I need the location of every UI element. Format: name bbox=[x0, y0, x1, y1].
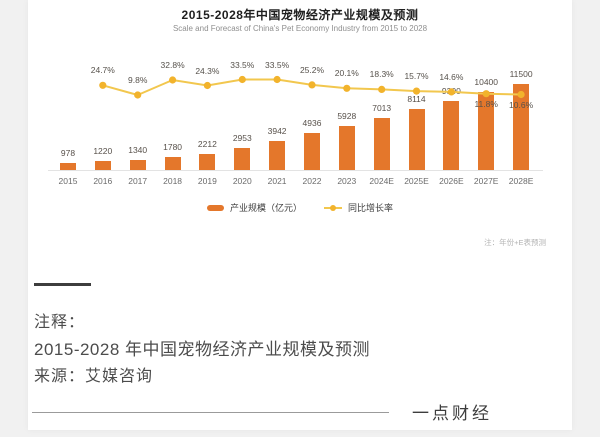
bar-value-label: 1220 bbox=[93, 145, 113, 156]
chart-plot-area: 978 2015 1220 2016 1340 2017 1780 2018 2212 2019 2… bbox=[28, 0, 572, 260]
growth-label-2028E: 10.6% bbox=[509, 99, 534, 110]
growth-label-2026E: 14.6% bbox=[439, 71, 464, 82]
growth-dot-2028E bbox=[517, 90, 525, 99]
growth-dot-2017 bbox=[134, 91, 142, 99]
caption-divider bbox=[34, 283, 91, 286]
x-axis-label-2018: 2018 bbox=[163, 176, 183, 186]
bar-swatch-icon bbox=[206, 204, 224, 211]
growth-label-2018: 32.8% bbox=[160, 60, 185, 70]
pet-economy-chart: 2015-2028年中国宠物经济产业规模及预测 Scale and Foreca… bbox=[28, 0, 572, 260]
bar-2015 bbox=[60, 162, 76, 170]
bar-value-label: 3942 bbox=[267, 125, 287, 136]
bar-2019 bbox=[199, 153, 216, 170]
x-axis-label-2023: 2023 bbox=[337, 176, 357, 186]
bar-value-label: 2953 bbox=[232, 132, 252, 143]
x-axis-label-2015: 2015 bbox=[58, 176, 78, 186]
growth-label-2019: 24.3% bbox=[195, 65, 220, 76]
x-axis-label-2021: 2021 bbox=[267, 176, 287, 186]
x-axis-label-2027E: 2027E bbox=[473, 176, 499, 186]
bar-value-label: 978 bbox=[60, 147, 76, 158]
bar-2025E bbox=[408, 109, 425, 170]
bar-2026E bbox=[443, 100, 460, 170]
chart-subtitle: Scale and Forecast of China's Pet Econom… bbox=[172, 24, 428, 33]
growth-dot-2020 bbox=[238, 75, 246, 84]
legend-label-bar: 产业规模（亿元） bbox=[229, 203, 302, 213]
x-axis-label-2025E: 2025E bbox=[404, 176, 429, 186]
bar-2018 bbox=[164, 156, 181, 170]
chart-title: 2015-2028年中国宠物经济产业规模及预测 bbox=[181, 8, 419, 22]
x-axis-label-2028E: 2028E bbox=[508, 176, 534, 186]
x-axis-label-2026E: 2026E bbox=[439, 176, 464, 186]
legend-label-line: 同比增长率 bbox=[348, 203, 394, 213]
x-axis-label-2017: 2017 bbox=[128, 176, 148, 186]
growth-label-2025E: 15.7% bbox=[404, 71, 429, 82]
bar-2027E bbox=[478, 92, 495, 170]
caption-label: 注释： bbox=[34, 314, 86, 331]
growth-dot-2022 bbox=[308, 81, 316, 89]
growth-dot-2027E bbox=[482, 90, 490, 98]
bar-value-label: 10400 bbox=[474, 77, 498, 88]
bar-value-label: 2212 bbox=[197, 138, 217, 149]
bar-value-label: 4936 bbox=[302, 118, 322, 129]
growth-dot-2026E bbox=[447, 88, 455, 96]
bar-value-label: 1340 bbox=[128, 145, 148, 155]
bar-value-label: 1780 bbox=[163, 141, 183, 152]
x-axis-label-2024E: 2024E bbox=[369, 176, 394, 186]
bar-2023 bbox=[338, 125, 355, 170]
growth-label-2020: 33.5% bbox=[230, 59, 255, 70]
bar-2028E bbox=[513, 84, 530, 170]
x-axis-label-2019: 2019 bbox=[197, 176, 217, 186]
publisher-brand: 一点财经 bbox=[412, 404, 492, 423]
bar-2021 bbox=[269, 140, 286, 170]
chart-footnote: 注：年份+E表预测 bbox=[484, 238, 546, 247]
growth-label-2016: 24.7% bbox=[90, 65, 115, 76]
growth-dot-2023 bbox=[343, 84, 351, 92]
report-card: 2015-2028年中国宠物经济产业规模及预测 Scale and Foreca… bbox=[28, 0, 572, 430]
growth-dot-2016 bbox=[99, 81, 107, 89]
bar-2020 bbox=[234, 147, 251, 170]
growth-dot-2021 bbox=[273, 75, 281, 84]
x-axis-label-2020: 2020 bbox=[232, 176, 252, 186]
chart-legend: 产业规模（亿元） 同比增长率 bbox=[28, 201, 572, 214]
bar-value-label: 8114 bbox=[407, 94, 426, 105]
x-axis-label-2022: 2022 bbox=[302, 176, 322, 186]
bar-2024E bbox=[373, 117, 390, 170]
bar-2017 bbox=[129, 160, 146, 170]
caption-source: 来源：艾媒咨询 bbox=[34, 368, 154, 385]
legend-item-bar: 产业规模（亿元） bbox=[206, 201, 302, 214]
bar-value-label: 7013 bbox=[372, 102, 392, 113]
line-dot-icon bbox=[330, 204, 336, 211]
caption-title: 2015-2028 年中国宠物经济产业规模及预测 bbox=[34, 340, 371, 359]
growth-dot-2024E bbox=[378, 85, 386, 93]
x-axis-line bbox=[48, 170, 543, 171]
bar-value-label: 11500 bbox=[509, 69, 533, 79]
growth-dot-2018 bbox=[169, 76, 177, 84]
legend-item-line: 同比增长率 bbox=[324, 201, 393, 214]
bar-2022 bbox=[304, 133, 320, 170]
growth-dot-2025E bbox=[412, 87, 421, 95]
growth-label-2017: 9.8% bbox=[128, 75, 148, 85]
growth-label-2022: 25.2% bbox=[299, 64, 325, 75]
x-axis-label-2016: 2016 bbox=[93, 176, 113, 186]
growth-label-2023: 20.1% bbox=[334, 68, 359, 79]
bar-2016 bbox=[94, 160, 111, 170]
footer-rule bbox=[32, 412, 389, 413]
growth-label-2024E: 18.3% bbox=[369, 69, 394, 80]
growth-line-layer bbox=[99, 75, 525, 99]
bar-value-label: 5928 bbox=[337, 110, 357, 121]
growth-dot-2019 bbox=[203, 81, 211, 90]
growth-label-2027E: 11.8% bbox=[474, 98, 498, 109]
line-swatch-icon bbox=[324, 204, 342, 211]
growth-label-2021: 33.5% bbox=[265, 59, 290, 70]
caption-section: 注释： 2015-2028 年中国宠物经济产业规模及预测 来源：艾媒咨询 一点财… bbox=[28, 0, 572, 430]
